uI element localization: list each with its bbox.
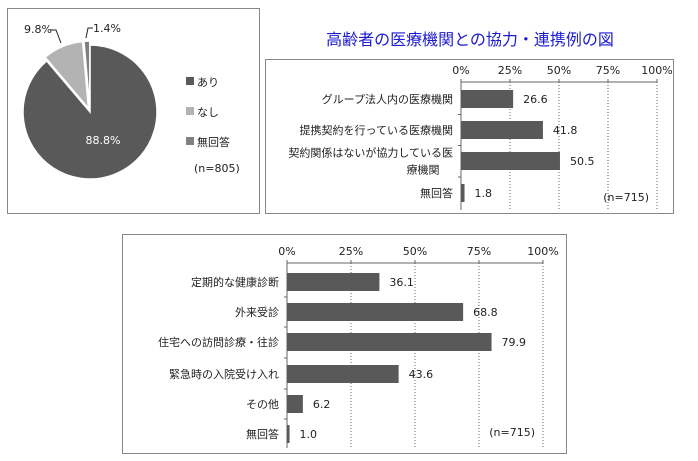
bar-data-label: 1.8	[475, 187, 493, 200]
bar-data-label: 68.8	[473, 306, 498, 319]
category-label: 無回答	[420, 186, 453, 200]
category-label: その他	[246, 398, 279, 411]
x-tick-label: 100%	[527, 245, 558, 258]
bar	[461, 184, 465, 202]
legend-swatch	[186, 137, 194, 145]
x-tick-label: 0%	[452, 64, 469, 77]
bar-data-label: 36.1	[389, 276, 414, 289]
pie-data-label: 9.8%	[24, 23, 52, 36]
legend-swatch	[186, 77, 194, 85]
bar	[461, 121, 543, 139]
x-tick-label: 25%	[339, 245, 363, 258]
x-tick-label: 0%	[278, 245, 295, 258]
pie-slice-0	[22, 44, 158, 180]
category-label: 契約関係はないが協力している医	[288, 146, 453, 160]
category-label: 提携契約を行っている医療機関	[300, 123, 453, 137]
x-tick-label: 50%	[547, 64, 571, 77]
bar-data-label: 50.5	[570, 155, 595, 168]
bar	[287, 365, 399, 383]
bar-data-label: 1.0	[300, 428, 318, 441]
bar-n-label: (n=715)	[603, 191, 649, 204]
category-label: 療機関	[407, 163, 440, 177]
category-label: 無回答	[246, 427, 279, 441]
category-label: 緊急時の入院受け入れ	[169, 367, 279, 381]
bar	[287, 273, 380, 291]
category-label: 住宅への訪問診療・往診	[158, 335, 279, 349]
bar-data-label: 79.9	[502, 336, 527, 349]
bar	[461, 90, 514, 108]
bar-data-label: 41.8	[553, 124, 578, 137]
bar	[461, 152, 560, 170]
bar-n-label: (n=715)	[489, 426, 535, 439]
pie-data-label: 1.4%	[93, 22, 121, 35]
category-label: 定期的な健康診断	[191, 275, 279, 289]
pie-slice-2	[83, 40, 91, 109]
legend-swatch	[186, 107, 194, 115]
leader-line	[50, 29, 62, 44]
page-title: 高齢者の医療機関との協力・連携例の図	[326, 30, 614, 49]
legend-label: 無回答	[197, 135, 230, 149]
x-tick-label: 100%	[641, 64, 672, 77]
category-label: グループ法人内の医療機関	[322, 92, 453, 106]
bar-data-label: 43.6	[409, 368, 434, 381]
bar	[287, 303, 464, 321]
category-label: 外来受診	[235, 305, 279, 319]
legend-label: あり	[197, 76, 219, 89]
legend-label: なし	[197, 106, 219, 119]
bar-data-label: 6.2	[313, 398, 331, 411]
x-tick-label: 25%	[498, 64, 522, 77]
pie-data-label: 88.8%	[86, 134, 121, 147]
x-tick-label: 75%	[467, 245, 491, 258]
pie-slice-1	[44, 40, 90, 111]
bar	[287, 333, 492, 351]
pie-n-label: (n=805)	[194, 162, 240, 175]
leader-line	[85, 27, 93, 39]
bar-data-label: 26.6	[523, 93, 548, 106]
x-tick-label: 50%	[403, 245, 427, 258]
bar	[287, 395, 303, 413]
x-tick-label: 75%	[596, 64, 620, 77]
bar	[287, 425, 290, 443]
